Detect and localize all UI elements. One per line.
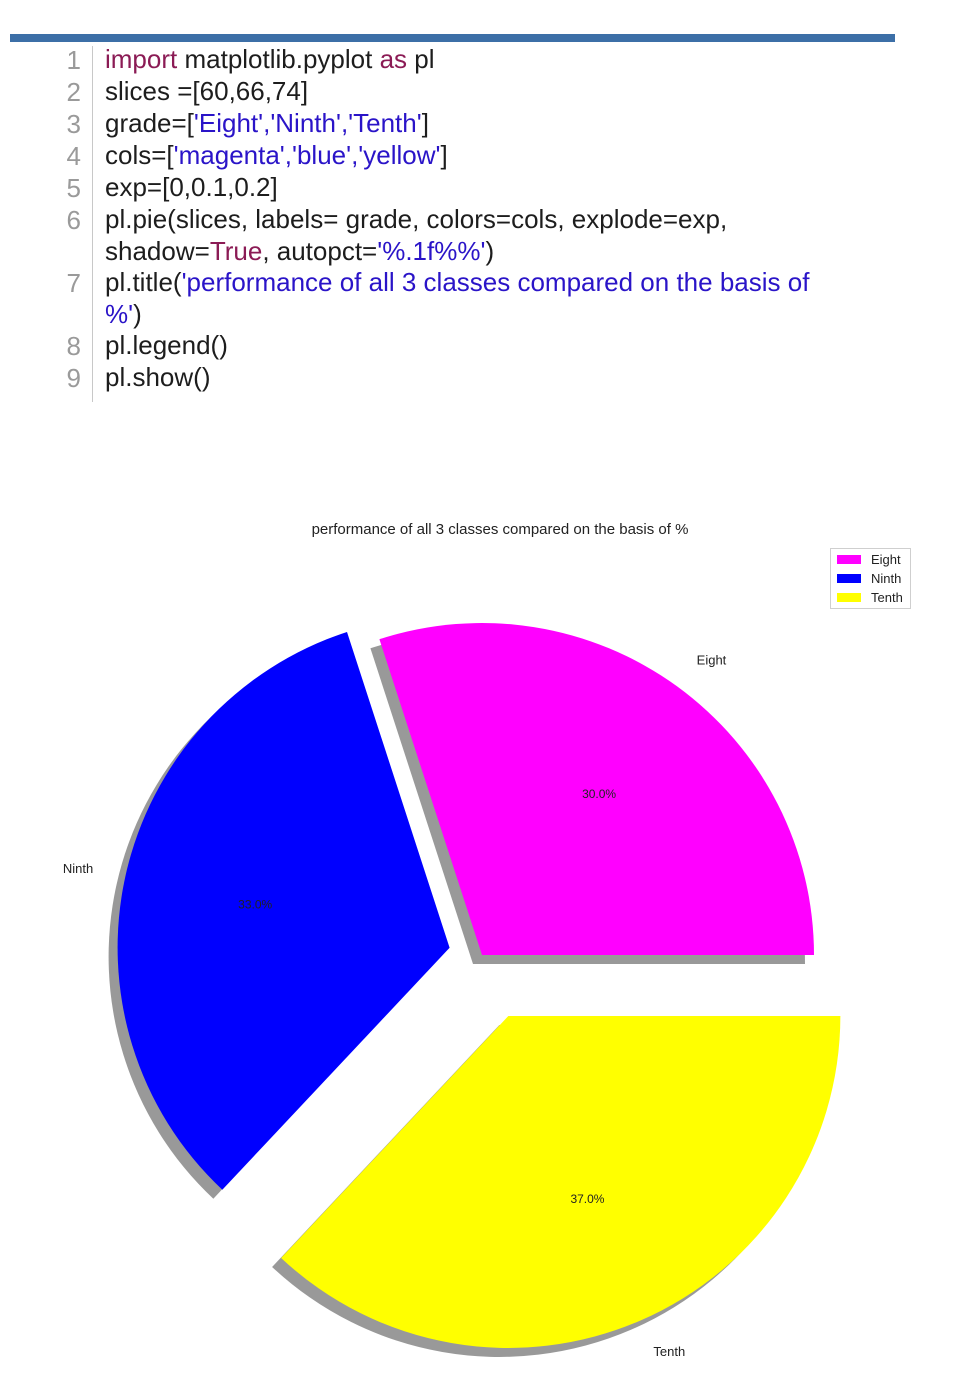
code-text[interactable]: pl.legend() <box>105 330 885 362</box>
pie-slice-eight <box>379 623 814 955</box>
code-editor[interactable]: 1 import matplotlib.pyplot as pl 2 slices =… <box>55 44 885 394</box>
slice-percent-tenth: 37.0% <box>570 1192 604 1206</box>
code-string: '%.1f%%' <box>377 235 486 266</box>
code-token: pl.legend() <box>105 330 228 360</box>
line-number: 8 <box>66 331 81 361</box>
code-token: pl <box>407 44 435 74</box>
code-token: ) <box>485 235 495 266</box>
line-number: 9 <box>66 363 81 393</box>
code-token: ) <box>133 298 142 329</box>
code-keyword: import <box>105 44 178 74</box>
code-token: pl.show() <box>105 362 211 392</box>
chart-title: performance of all 3 classes compared on… <box>312 521 689 538</box>
code-line[interactable]: 9 pl.show() <box>55 362 885 394</box>
chart-legend: Eight Ninth Tenth <box>830 548 911 609</box>
code-text[interactable]: cols=['magenta','blue','yellow'] <box>105 140 885 172</box>
editor-top-bar <box>10 34 895 42</box>
line-number: 2 <box>66 77 81 107</box>
line-number: 7 <box>66 268 81 298</box>
code-line[interactable]: 4 cols=['magenta','blue','yellow'] <box>55 140 885 172</box>
line-number: 6 <box>66 205 81 235</box>
legend-item-tenth: Tenth <box>837 589 903 605</box>
code-text[interactable]: pl.pie(slices, labels= grade, colors=col… <box>105 204 885 267</box>
legend-item-ninth: Ninth <box>837 570 901 586</box>
code-token: grade=[ <box>105 108 194 138</box>
code-line[interactable]: 8 pl.legend() <box>55 330 885 362</box>
pie-slice-ninth <box>117 632 450 1190</box>
code-keyword: as <box>379 44 408 74</box>
code-token: ] <box>421 108 429 138</box>
line-number-gutter-divider <box>92 46 93 402</box>
legend-label-ninth: Ninth <box>871 570 902 586</box>
code-token: cols=[ <box>105 140 174 170</box>
pie-chart: performance of all 3 classes compared on… <box>63 521 841 1359</box>
code-text[interactable]: pl.title('performance of all 3 classes c… <box>105 267 885 330</box>
code-line[interactable]: 2 slices =[60,66,74] <box>55 76 885 108</box>
code-text[interactable]: exp=[0,0.1,0.2] <box>105 172 885 204</box>
slice-label-tenth: Tenth <box>653 1344 685 1359</box>
code-text[interactable]: import matplotlib.pyplot as pl <box>105 44 885 76</box>
line-number: 4 <box>66 141 81 171</box>
code-token: pl.title( <box>105 267 182 297</box>
slice-label-eight: Eight <box>697 653 727 668</box>
code-text[interactable]: pl.show() <box>105 362 885 394</box>
legend-swatch-tenth <box>837 592 861 602</box>
code-line[interactable]: 5 exp=[0,0.1,0.2] <box>55 172 885 204</box>
code-token: ] <box>440 140 448 170</box>
legend-item-eight: Eight <box>837 551 901 567</box>
line-number: 3 <box>66 109 81 139</box>
code-text[interactable]: grade=['Eight','Ninth','Tenth'] <box>105 108 885 140</box>
legend-swatch-eight <box>837 554 861 564</box>
code-line[interactable]: 1 import matplotlib.pyplot as pl <box>55 44 885 76</box>
code-token: exp=[0,0.1,0.2] <box>105 172 278 202</box>
line-number: 5 <box>66 173 81 203</box>
code-token: , autopct= <box>262 235 378 266</box>
code-line[interactable]: 7 pl.title('performance of all 3 classes … <box>55 267 885 330</box>
pie-slice-tenth <box>281 1015 841 1348</box>
slice-label-ninth: Ninth <box>63 861 93 876</box>
code-token: matplotlib.pyplot <box>177 44 380 74</box>
legend-label-tenth: Tenth <box>871 589 903 605</box>
code-string: 'Eight','Ninth','Tenth' <box>193 108 422 138</box>
code-token: pl.pie(slices, labels= grade, colors=col… <box>105 204 728 266</box>
legend-swatch-ninth <box>837 573 861 583</box>
code-text[interactable]: slices =[60,66,74] <box>105 76 885 108</box>
code-line[interactable]: 3 grade=['Eight','Ninth','Tenth'] <box>55 108 885 140</box>
slice-percent-ninth: 33.0% <box>238 897 272 911</box>
slice-percent-eight: 30.0% <box>582 787 616 801</box>
line-number: 1 <box>66 45 81 75</box>
code-keyword: True <box>209 235 263 266</box>
code-token: slices =[60,66,74] <box>105 76 309 106</box>
code-line[interactable]: 6 pl.pie(slices, labels= grade, colors=co… <box>55 204 885 267</box>
legend-label-eight: Eight <box>871 551 901 567</box>
code-string: 'magenta','blue','yellow' <box>173 140 441 170</box>
code-string: 'performance of all 3 classes compared o… <box>105 267 810 329</box>
